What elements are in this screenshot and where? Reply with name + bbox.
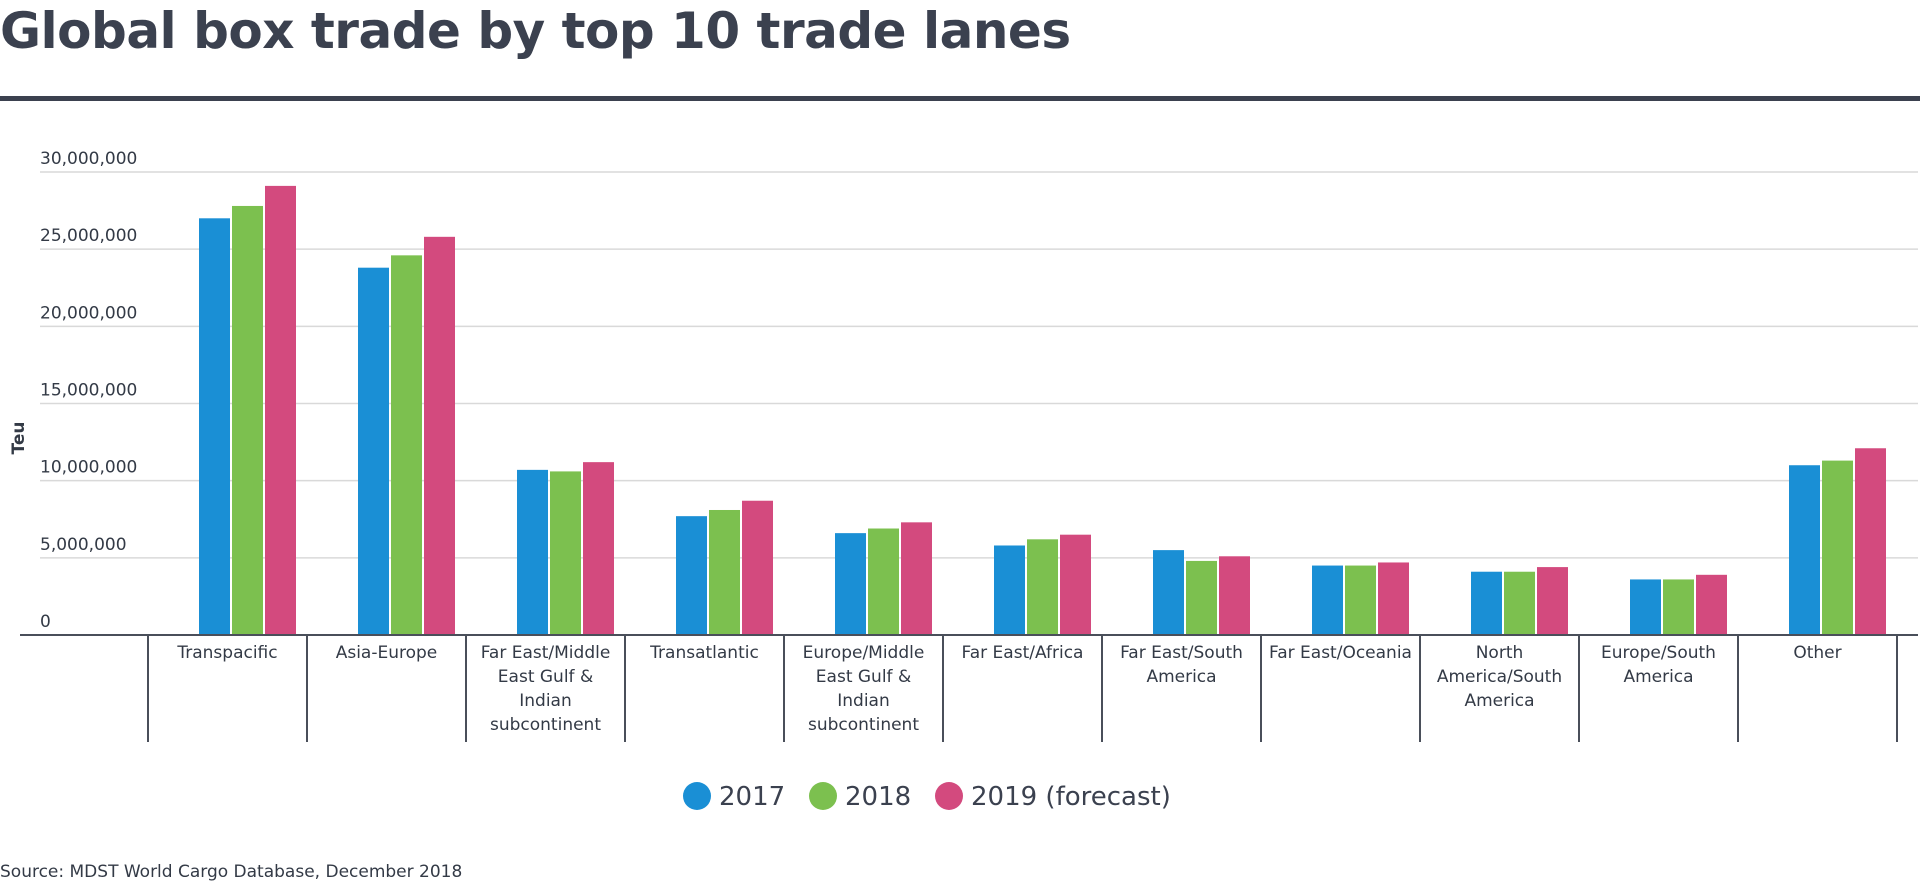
chart-title: Global box trade by top 10 trade lanes	[0, 2, 1071, 60]
bar	[1696, 574, 1727, 635]
bar	[1027, 539, 1058, 635]
bar	[709, 509, 740, 635]
x-tick-label: North America/South America	[1437, 643, 1562, 711]
x-tick-label: Asia-Europe	[336, 643, 438, 663]
gridlines	[40, 171, 1918, 559]
bar	[358, 267, 389, 635]
bar	[199, 218, 230, 636]
x-tick-label: Europe/Middle East Gulf & Indian subcontine…	[803, 643, 925, 735]
y-tick-label: 30,000,000	[40, 149, 137, 169]
bar	[1060, 534, 1091, 635]
title-divider	[0, 96, 1920, 101]
bar	[1630, 579, 1661, 635]
legend-label: 2018	[845, 782, 911, 812]
bar	[583, 462, 614, 635]
x-tick-label: Transatlantic	[649, 643, 759, 663]
y-axis-label: Teu	[9, 422, 29, 455]
y-tick-label: 15,000,000	[40, 381, 137, 401]
legend-swatch	[683, 782, 711, 810]
bar	[1312, 565, 1343, 635]
legend-label: 2019 (forecast)	[971, 782, 1171, 812]
bar	[1153, 550, 1184, 635]
bar	[1537, 567, 1568, 635]
bar	[1855, 448, 1886, 635]
bar	[1378, 562, 1409, 635]
x-tick-label: Transpacific	[176, 643, 277, 663]
x-tick-label: Other	[1793, 643, 1841, 663]
bar	[517, 469, 548, 635]
x-tick-label: Far East/South America	[1120, 643, 1243, 687]
x-tick-label: Far East/Oceania	[1269, 643, 1412, 663]
y-axis-ticks: 0 5,000,000 10,000,000 15,000,000 20,000,000…	[40, 149, 137, 632]
bar	[232, 205, 263, 635]
bar	[994, 545, 1025, 635]
bar	[835, 533, 866, 635]
bar	[1663, 579, 1694, 635]
bar	[1219, 556, 1250, 635]
bar	[265, 185, 296, 635]
category-labels: Transpacific Asia-Europe Far East/Middle Ea…	[176, 643, 1841, 735]
bar	[676, 516, 707, 635]
legend-label: 2017	[719, 782, 785, 812]
y-tick-label: 20,000,000	[40, 303, 137, 323]
bar	[901, 522, 932, 635]
y-tick-label: 5,000,000	[40, 535, 127, 555]
source-note: Source: MDST World Cargo Database, Decem…	[0, 862, 463, 882]
bar	[550, 471, 581, 635]
y-tick-label: 10,000,000	[40, 458, 137, 478]
legend-swatch	[809, 782, 837, 810]
bar	[868, 528, 899, 635]
y-tick-label: 25,000,000	[40, 226, 137, 246]
x-tick-label: Europe/South America	[1601, 643, 1716, 687]
legend-swatch	[935, 782, 963, 810]
bar	[742, 500, 773, 635]
y-tick-label: 0	[40, 612, 51, 632]
bar	[424, 236, 455, 635]
bar	[1471, 571, 1502, 635]
bar	[391, 255, 422, 635]
x-tick-label: Far East/Middle East Gulf & Indian subconti…	[481, 643, 611, 735]
bar	[1789, 465, 1820, 635]
bars	[199, 185, 1886, 636]
legend: 2017 2018 2019 (forecast)	[683, 782, 1171, 812]
x-axis	[20, 634, 1918, 742]
x-tick-label: Far East/Africa	[962, 643, 1084, 663]
bar	[1345, 565, 1376, 635]
bar	[1822, 460, 1853, 635]
bar-chart: 0 5,000,000 10,000,000 15,000,000 20,000,000…	[9, 149, 1918, 812]
bar	[1504, 571, 1535, 635]
bar	[1186, 560, 1217, 635]
